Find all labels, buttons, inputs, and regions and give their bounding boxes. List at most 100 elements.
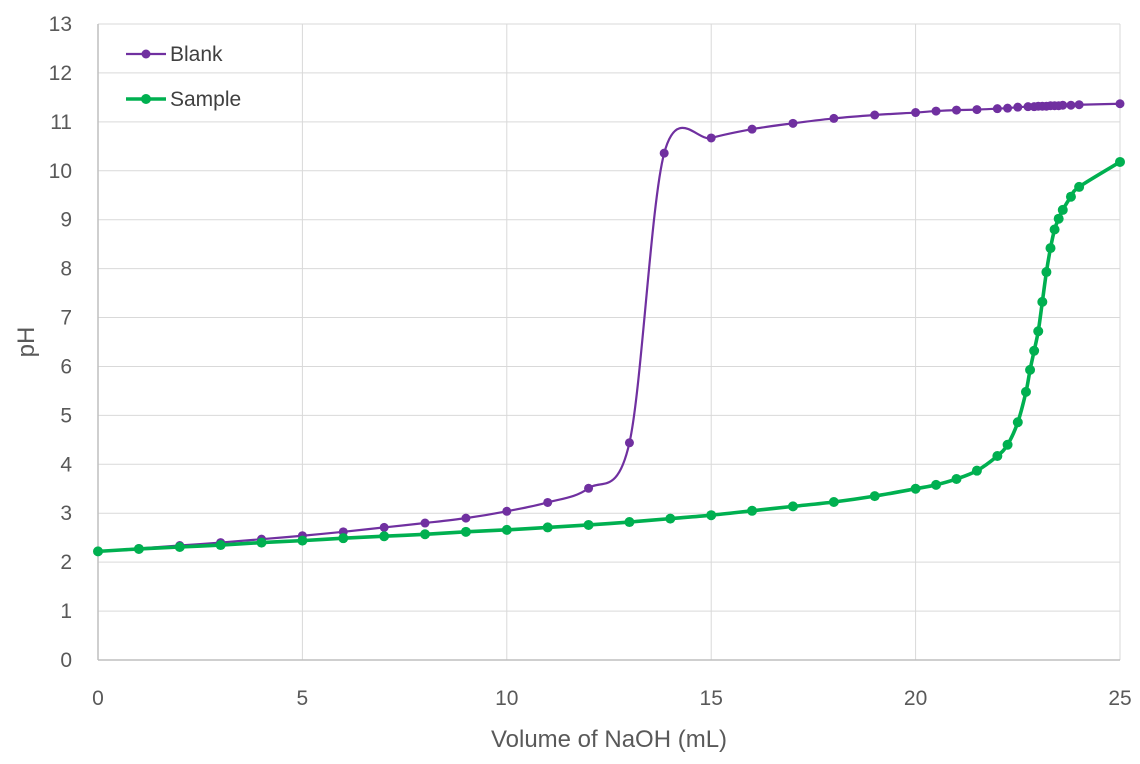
x-tick-label: 5 [297,687,309,710]
data-point-sample [992,450,1003,461]
x-tick-label: 20 [904,687,927,710]
data-point-sample [828,496,839,507]
legend-label: Blank [170,43,223,66]
data-point-blank [659,148,669,158]
y-tick-label: 4 [60,453,72,476]
data-point-blank [1058,100,1068,110]
y-axis-title: pH [13,327,40,358]
y-tick-label: 6 [60,355,72,378]
series-blank [93,99,1125,556]
data-point-blank [624,438,634,448]
y-tick-label: 1 [60,600,72,623]
data-point-blank [1074,100,1084,110]
data-point-sample [338,533,349,544]
legend-label: Sample [170,88,241,111]
legend-item-blank: Blank [126,43,223,66]
data-point-sample [931,479,942,490]
data-point-sample [910,483,921,494]
data-point-sample [1074,181,1085,192]
data-point-sample [747,505,758,516]
data-point-sample [1057,204,1068,215]
data-point-sample [215,540,226,551]
data-point-sample [1033,326,1044,337]
x-tick-label: 0 [92,687,104,710]
data-point-sample [1041,267,1052,278]
data-point-sample [951,473,962,484]
data-point-sample [1115,156,1125,167]
data-point-blank [911,108,921,118]
data-point-sample [1049,224,1060,235]
data-point-blank [461,513,471,523]
data-point-blank [829,113,839,123]
data-point-blank [706,133,716,143]
series-sample [93,156,1125,557]
data-point-sample [1053,213,1064,224]
data-point-sample [256,537,267,548]
legend-swatch-marker [141,94,151,104]
series-layer [93,99,1125,557]
data-point-sample [501,524,512,535]
data-point-blank [584,483,594,493]
data-point-sample [420,529,431,540]
legend: Blank Sample [126,43,241,111]
data-point-sample [1065,191,1076,202]
y-tick-label: 2 [60,551,72,574]
x-tick-label: 10 [495,687,518,710]
data-point-sample [460,526,471,537]
data-point-sample [93,546,103,557]
data-point-sample [1012,417,1023,428]
data-point-blank [747,124,757,134]
y-tick-label: 13 [49,13,72,36]
legend-swatch-marker [141,49,151,59]
data-point-sample [869,491,880,502]
data-point-sample [174,541,185,552]
y-tick-label: 10 [49,160,72,183]
data-point-sample [1037,296,1048,307]
data-point-blank [1013,102,1023,112]
data-point-sample [706,510,717,521]
data-point-blank [931,106,941,116]
data-point-sample [787,501,798,512]
y-tick-label: 0 [60,649,72,672]
data-point-sample [542,522,553,533]
data-point-sample [379,531,390,542]
data-point-blank [951,105,961,115]
x-tick-label: 25 [1108,687,1131,710]
data-point-blank [1115,99,1125,109]
data-point-blank [502,506,512,516]
data-point-sample [1002,439,1013,450]
data-point-sample [1025,364,1036,375]
x-axis-title: Volume of NaOH (mL) [491,726,727,753]
data-point-sample [1029,345,1040,356]
data-point-sample [297,535,308,546]
data-point-sample [624,517,635,528]
data-point-blank [1066,100,1076,110]
series-line-sample [96,160,1122,554]
data-point-blank [379,522,389,532]
data-point-sample [665,513,676,524]
y-tick-label: 12 [49,62,72,85]
data-point-blank [972,105,982,115]
y-tick-label: 3 [60,502,72,525]
data-point-sample [583,519,594,530]
y-tick-label: 8 [60,258,72,281]
data-point-sample [971,465,982,476]
grid-layer [98,23,1121,660]
data-point-sample [1020,386,1031,397]
data-point-blank [543,497,553,507]
y-tick-label: 5 [60,404,72,427]
data-point-sample [1045,243,1056,254]
data-point-blank [992,104,1002,114]
data-point-blank [788,118,798,128]
y-tick-label: 11 [50,111,72,134]
data-point-blank [420,518,430,528]
y-tick-label: 7 [60,307,72,330]
data-point-blank [870,110,880,120]
data-point-sample [133,543,144,554]
y-tick-label: 9 [60,209,72,232]
x-tick-label: 15 [700,687,723,710]
data-point-blank [1003,103,1013,113]
